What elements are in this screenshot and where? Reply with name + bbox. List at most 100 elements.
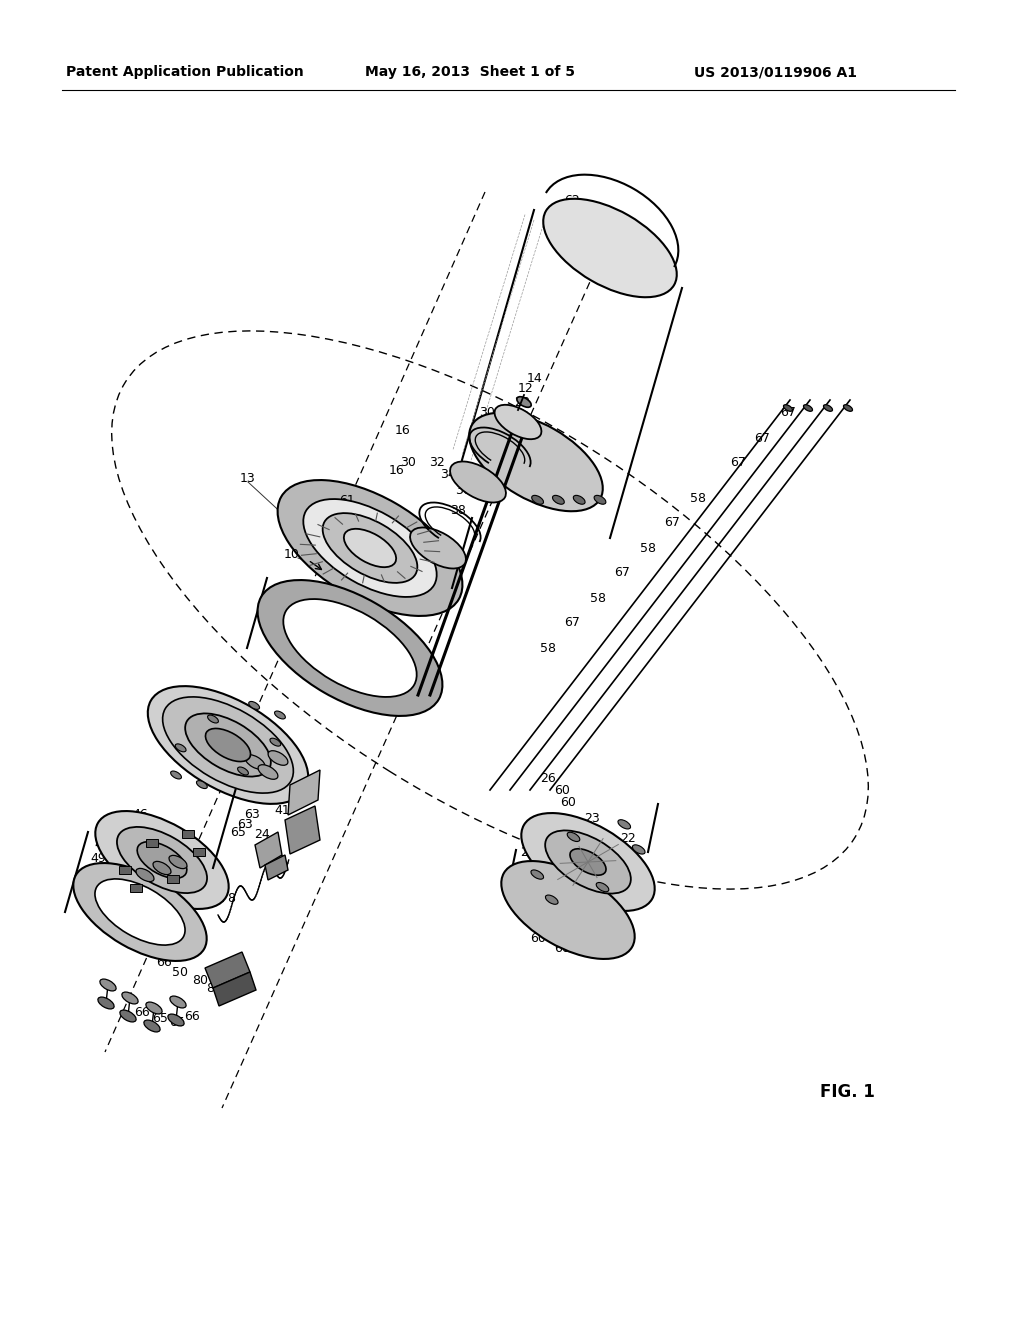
Text: 67: 67: [614, 565, 630, 578]
Text: 56: 56: [264, 841, 280, 854]
Ellipse shape: [197, 780, 207, 788]
Ellipse shape: [543, 199, 677, 297]
Ellipse shape: [74, 863, 207, 961]
Text: 58: 58: [540, 642, 556, 655]
Text: 60: 60: [554, 784, 570, 796]
Ellipse shape: [633, 845, 645, 854]
Ellipse shape: [530, 870, 544, 879]
Text: 13: 13: [240, 471, 256, 484]
Text: 50: 50: [114, 836, 130, 849]
Text: 18: 18: [250, 735, 266, 748]
Text: 63: 63: [244, 808, 260, 821]
Ellipse shape: [596, 883, 609, 892]
Ellipse shape: [95, 810, 228, 909]
Ellipse shape: [185, 713, 271, 776]
Text: 23: 23: [584, 812, 600, 825]
Text: 80: 80: [193, 974, 208, 986]
Ellipse shape: [517, 397, 531, 408]
Polygon shape: [182, 830, 195, 838]
Ellipse shape: [100, 979, 116, 991]
Text: 66: 66: [134, 1006, 150, 1019]
Text: 42: 42: [270, 854, 286, 866]
Text: 26: 26: [540, 771, 556, 784]
Text: 34: 34: [440, 469, 456, 482]
Ellipse shape: [258, 764, 278, 779]
Ellipse shape: [168, 1014, 184, 1026]
Text: 60: 60: [560, 796, 575, 809]
Ellipse shape: [270, 738, 281, 746]
Ellipse shape: [153, 862, 171, 875]
Ellipse shape: [136, 869, 154, 882]
Text: 24: 24: [254, 829, 270, 842]
Ellipse shape: [495, 405, 542, 440]
Ellipse shape: [783, 405, 793, 412]
Text: 41: 41: [274, 804, 290, 817]
Text: 10: 10: [284, 549, 300, 561]
Polygon shape: [167, 875, 178, 883]
Text: 46: 46: [132, 808, 147, 821]
Ellipse shape: [137, 842, 186, 878]
Ellipse shape: [284, 599, 417, 697]
Text: 50: 50: [150, 855, 166, 869]
Text: 30: 30: [479, 407, 495, 420]
Ellipse shape: [823, 405, 833, 412]
Text: May 16, 2013  Sheet 1 of 5: May 16, 2013 Sheet 1 of 5: [365, 65, 575, 79]
Polygon shape: [119, 866, 131, 874]
Text: 16: 16: [395, 424, 411, 437]
Text: 36: 36: [350, 506, 366, 519]
Text: 16: 16: [389, 463, 404, 477]
Ellipse shape: [570, 849, 606, 875]
Text: 15: 15: [420, 552, 436, 565]
Ellipse shape: [98, 997, 114, 1008]
Ellipse shape: [344, 529, 396, 568]
Ellipse shape: [163, 697, 294, 793]
Text: 66: 66: [184, 1010, 200, 1023]
Text: 67: 67: [780, 407, 796, 420]
Text: 67: 67: [730, 455, 745, 469]
Text: 82: 82: [206, 982, 222, 994]
Text: 65: 65: [110, 843, 126, 857]
Text: 63: 63: [238, 818, 253, 832]
Text: 44: 44: [94, 838, 110, 851]
Text: 38: 38: [270, 792, 286, 804]
Text: 62: 62: [574, 198, 590, 211]
Text: 63: 63: [234, 748, 250, 762]
Ellipse shape: [268, 751, 288, 766]
Ellipse shape: [206, 729, 251, 762]
Ellipse shape: [249, 701, 259, 709]
Ellipse shape: [469, 413, 603, 511]
Text: 48: 48: [118, 826, 134, 840]
Ellipse shape: [258, 579, 442, 715]
Text: 36: 36: [455, 483, 471, 496]
Polygon shape: [145, 838, 158, 847]
Text: 12: 12: [518, 381, 534, 395]
Text: 50: 50: [160, 941, 176, 954]
Ellipse shape: [545, 830, 631, 894]
Ellipse shape: [120, 1010, 136, 1022]
Ellipse shape: [238, 767, 249, 775]
Ellipse shape: [617, 820, 631, 829]
Ellipse shape: [531, 495, 544, 504]
Text: 67: 67: [664, 516, 680, 528]
Text: 19: 19: [497, 449, 513, 462]
Text: FIG. 1: FIG. 1: [820, 1082, 874, 1101]
Ellipse shape: [278, 480, 463, 616]
Text: 58: 58: [590, 591, 606, 605]
Ellipse shape: [594, 495, 606, 504]
Text: 19: 19: [500, 449, 516, 462]
Ellipse shape: [274, 711, 286, 719]
Polygon shape: [265, 855, 288, 880]
Text: 30: 30: [400, 455, 416, 469]
Ellipse shape: [323, 513, 418, 583]
Ellipse shape: [245, 755, 265, 770]
Ellipse shape: [147, 686, 308, 804]
Text: 62: 62: [564, 194, 580, 206]
Polygon shape: [285, 807, 319, 854]
Ellipse shape: [410, 528, 466, 569]
Text: 60: 60: [530, 932, 546, 945]
Text: 60: 60: [554, 941, 570, 954]
Text: 54: 54: [124, 818, 140, 832]
Text: 65: 65: [230, 825, 246, 838]
Text: 20: 20: [175, 705, 190, 718]
Text: 63: 63: [262, 755, 278, 768]
